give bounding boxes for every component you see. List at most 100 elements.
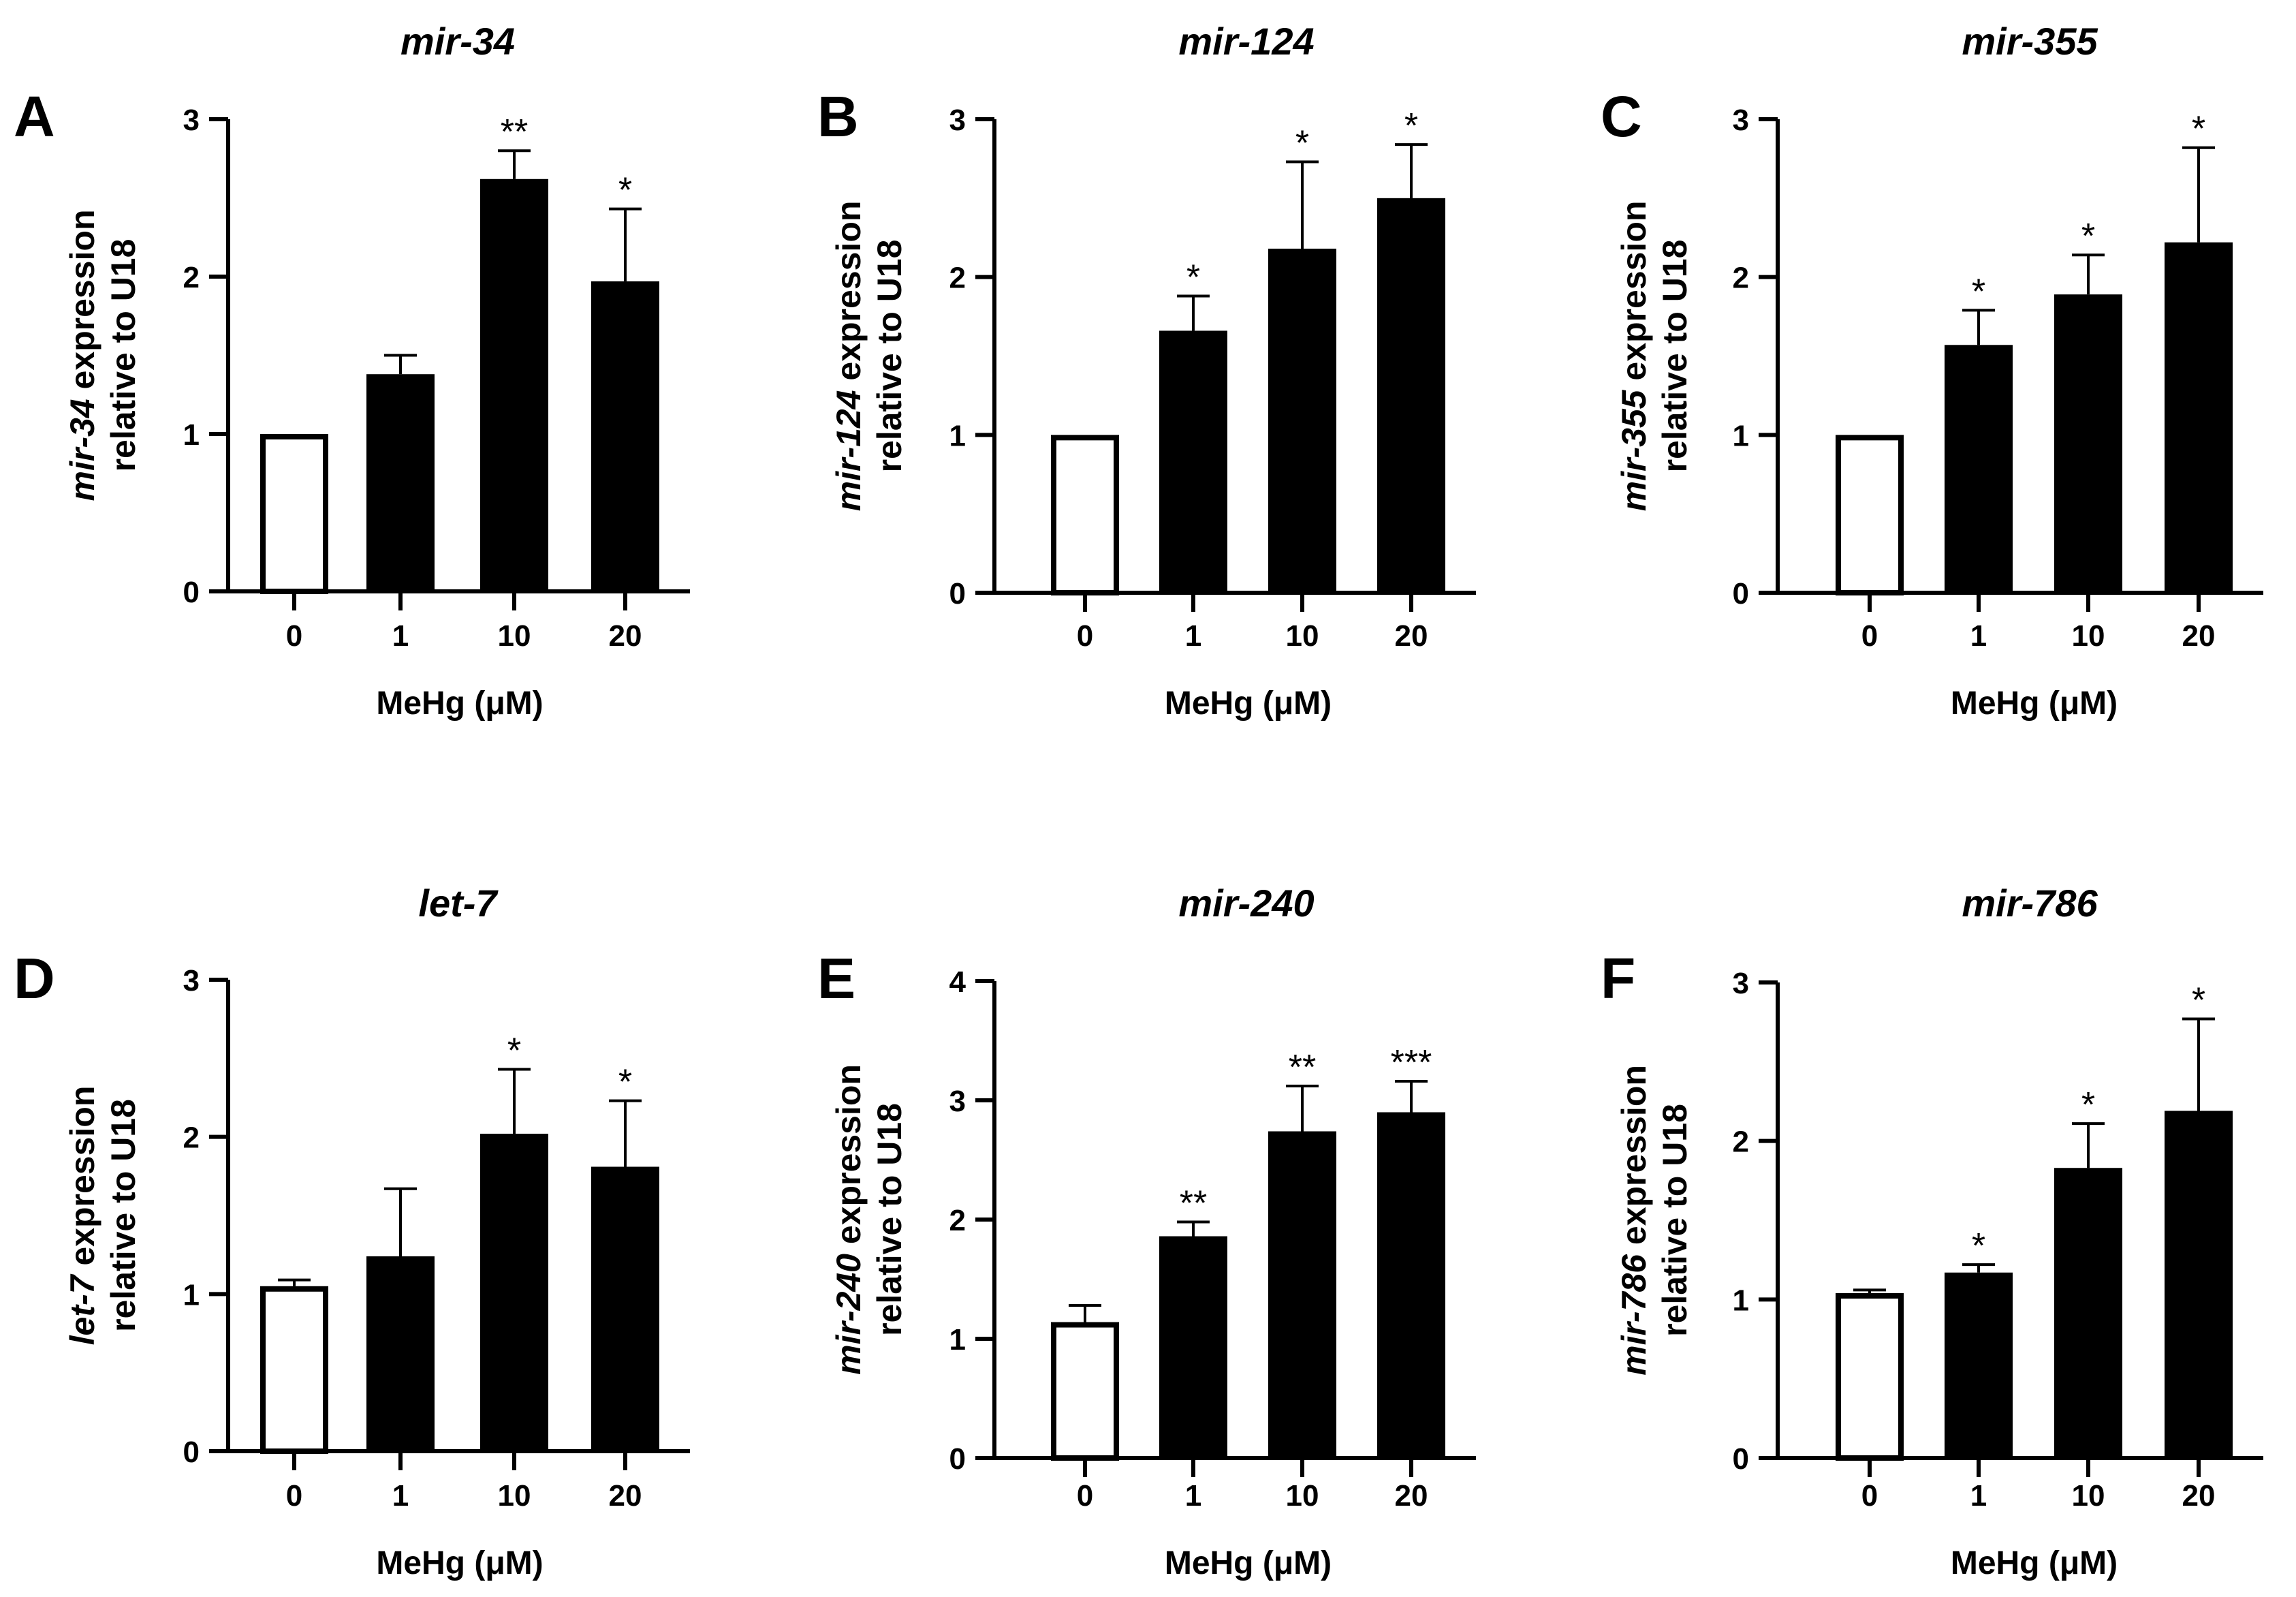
significance-marker: * bbox=[1972, 1226, 1985, 1266]
x-tick-label: 20 bbox=[2182, 1479, 2216, 1513]
x-tick-label: 1 bbox=[392, 1479, 409, 1513]
y-tick-label: 1 bbox=[183, 418, 200, 452]
significance-marker: * bbox=[2192, 981, 2205, 1021]
significance-marker: ** bbox=[501, 112, 528, 152]
x-tick-label: 10 bbox=[498, 1479, 531, 1513]
y-axis-title: mir-355 expressionrelative to U18 bbox=[1615, 201, 1694, 512]
x-tick-label: 20 bbox=[2182, 619, 2216, 653]
y-tick-label: 3 bbox=[1733, 967, 1749, 1000]
y-tick-label: 1 bbox=[949, 419, 966, 452]
y-tick-label: 3 bbox=[183, 104, 200, 137]
significance-marker: * bbox=[1186, 258, 1200, 297]
bar bbox=[480, 179, 548, 591]
y-axis-title-rest: expression bbox=[830, 1064, 868, 1254]
y-axis-title-rest: expression bbox=[63, 1086, 101, 1275]
x-tick-label: 0 bbox=[286, 619, 302, 653]
y-tick-label: 3 bbox=[949, 1085, 966, 1118]
y-axis-title-rest: expression bbox=[1615, 201, 1653, 390]
y-axis-title: mir-124 expressionrelative to U18 bbox=[830, 201, 909, 512]
y-tick-label: 0 bbox=[949, 1442, 966, 1476]
y-axis-title-line1: mir-34 expression bbox=[63, 210, 101, 501]
y-axis-title-rest: expression bbox=[63, 210, 101, 399]
bar bbox=[480, 1134, 548, 1451]
x-tick-label: 1 bbox=[1970, 619, 1987, 653]
x-tick-label: 0 bbox=[1861, 619, 1878, 653]
bar bbox=[591, 1166, 659, 1451]
y-axis-title-line2: relative to U18 bbox=[870, 1103, 909, 1336]
bar bbox=[1159, 1236, 1227, 1458]
x-tick-label: 0 bbox=[1077, 1479, 1093, 1513]
significance-marker: * bbox=[618, 171, 632, 211]
y-tick-label: 1 bbox=[1733, 1284, 1749, 1317]
bar bbox=[366, 374, 435, 591]
y-tick-label: 3 bbox=[183, 964, 200, 997]
y-axis-title-line2: relative to U18 bbox=[104, 239, 142, 472]
significance-marker: *** bbox=[1391, 1043, 1432, 1083]
y-axis-title-line2: relative to U18 bbox=[104, 1099, 142, 1332]
y-axis-title-line2: relative to U18 bbox=[1656, 1104, 1694, 1337]
significance-marker: * bbox=[1295, 124, 1309, 164]
y-tick-label: 3 bbox=[1733, 104, 1749, 137]
y-axis-title: mir-240 expressionrelative to U18 bbox=[830, 1064, 909, 1375]
panel-letter: B bbox=[817, 84, 859, 149]
x-axis-title: MeHg (μM) bbox=[1951, 1545, 2118, 1581]
x-axis-title: MeHg (μM) bbox=[1165, 1545, 1332, 1581]
y-axis-title-line1: mir-786 expression bbox=[1615, 1065, 1653, 1376]
x-axis-title: MeHg (μM) bbox=[1165, 685, 1332, 722]
significance-marker: * bbox=[2081, 1085, 2095, 1125]
y-axis-title: mir-34 expressionrelative to U18 bbox=[63, 210, 142, 501]
y-axis-title-line2: relative to U18 bbox=[1656, 240, 1694, 473]
x-axis-title: MeHg (μM) bbox=[376, 685, 543, 722]
bar bbox=[260, 1286, 328, 1455]
x-tick-label: 20 bbox=[1395, 619, 1428, 653]
y-axis-title-gene: mir-786 bbox=[1615, 1254, 1653, 1376]
y-axis-title: mir-786 expressionrelative to U18 bbox=[1615, 1065, 1694, 1376]
y-axis-title-line1: mir-355 expression bbox=[1615, 201, 1653, 512]
x-tick-label: 0 bbox=[1861, 1479, 1878, 1513]
significance-marker: ** bbox=[1289, 1048, 1316, 1087]
panel-title: mir-124 bbox=[1178, 20, 1314, 63]
y-axis-title-gene: mir-355 bbox=[1615, 389, 1653, 511]
y-axis-title-rest: expression bbox=[1615, 1065, 1653, 1254]
y-tick-label: 1 bbox=[949, 1323, 966, 1356]
x-tick-label: 10 bbox=[2072, 1479, 2105, 1513]
panel-letter: F bbox=[1601, 946, 1635, 1010]
panel-title: mir-240 bbox=[1178, 882, 1314, 925]
significance-marker: * bbox=[618, 1063, 632, 1102]
bar bbox=[2165, 242, 2233, 593]
y-tick-label: 0 bbox=[1733, 577, 1749, 610]
bar bbox=[1377, 1112, 1445, 1458]
x-tick-label: 20 bbox=[1395, 1479, 1428, 1513]
y-axis-title-line2: relative to U18 bbox=[870, 240, 909, 473]
panel-title: mir-786 bbox=[1962, 882, 2098, 925]
y-tick-label: 2 bbox=[949, 262, 966, 295]
panel-letter: C bbox=[1601, 84, 1642, 149]
x-axis-title: MeHg (μM) bbox=[1951, 685, 2118, 722]
y-axis-title-gene: mir-124 bbox=[830, 390, 868, 512]
x-tick-label: 10 bbox=[1286, 1479, 1319, 1513]
bar bbox=[1836, 1293, 1904, 1461]
y-tick-label: 0 bbox=[949, 577, 966, 610]
x-tick-label: 10 bbox=[1286, 619, 1319, 653]
y-axis-title-gene: mir-34 bbox=[63, 399, 101, 501]
bar bbox=[2054, 1168, 2122, 1458]
bar bbox=[1836, 435, 1904, 595]
bar bbox=[1945, 1272, 2013, 1458]
significance-marker: * bbox=[2081, 217, 2095, 256]
bar bbox=[1268, 248, 1336, 593]
x-tick-label: 20 bbox=[609, 619, 642, 653]
x-tick-label: 10 bbox=[2072, 619, 2105, 653]
y-axis-title-rest: expression bbox=[830, 201, 868, 390]
x-tick-label: 0 bbox=[286, 1479, 302, 1513]
bar bbox=[366, 1256, 435, 1451]
y-tick-label: 2 bbox=[949, 1204, 966, 1237]
y-tick-label: 2 bbox=[183, 1121, 200, 1155]
y-axis-title-line1: mir-124 expression bbox=[830, 201, 868, 512]
significance-marker: * bbox=[1404, 106, 1418, 146]
significance-marker: * bbox=[2192, 110, 2205, 149]
